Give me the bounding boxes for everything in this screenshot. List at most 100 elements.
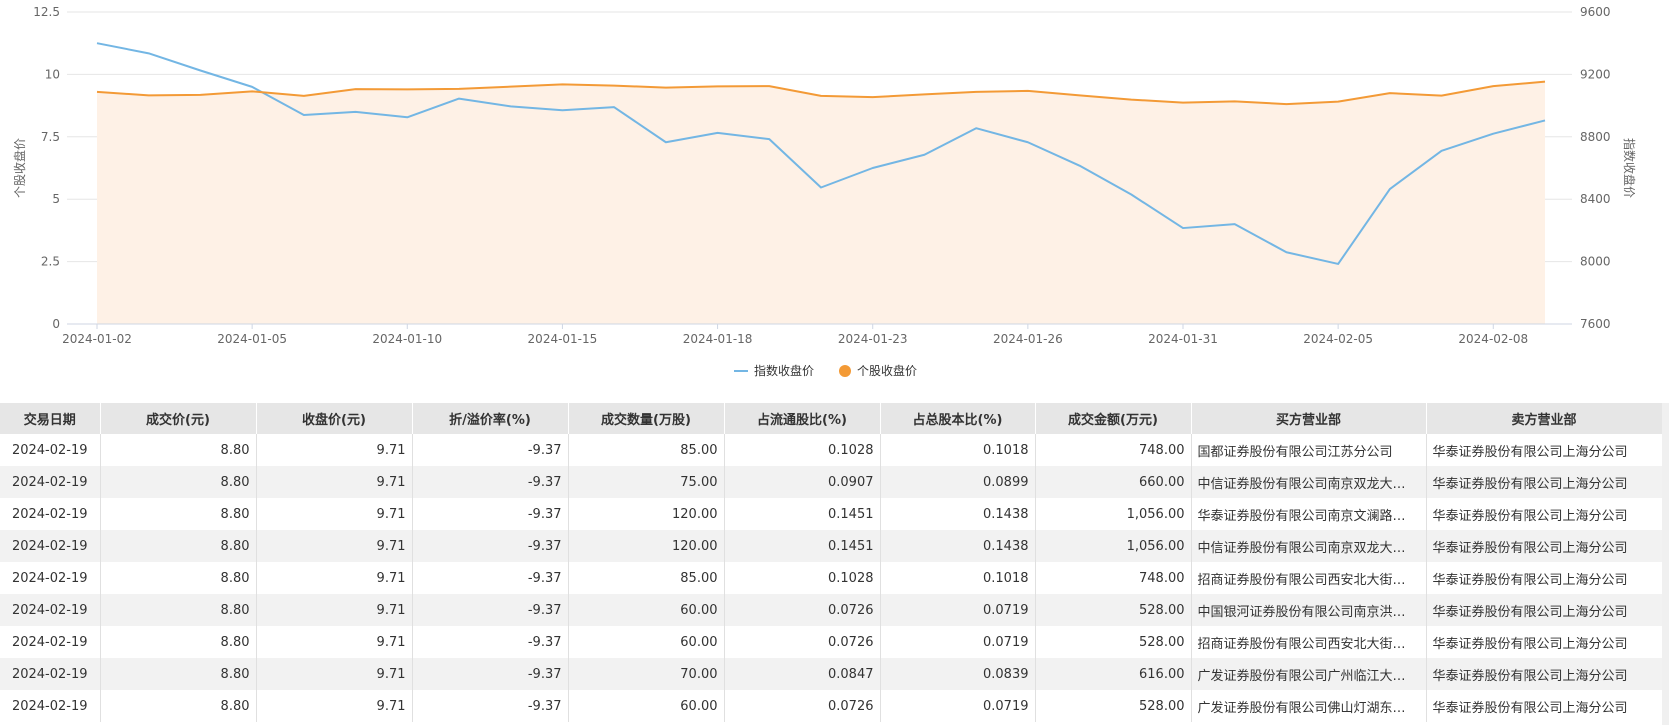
table-cell: 中国银河证券股份有限公司南京洪… [1191,594,1427,626]
column-header[interactable]: 占总股本比(%) [880,403,1036,434]
table-cell: 招商证券股份有限公司西安北大街… [1191,562,1427,594]
y-right-tick-label: 8800 [1580,130,1611,144]
table-row: 2024-02-19 8.80 9.71 -9.37 60.00 0.0726 0.0719… [0,626,1662,658]
table-cell: 8.80 [100,594,257,626]
table-cell: 0.0719 [880,626,1036,658]
table-cell: 8.80 [100,690,257,722]
table-cell: 0.0907 [724,466,881,498]
table-cell: 2024-02-19 [0,658,101,690]
table-row: 2024-02-19 8.80 9.71 -9.37 85.00 0.1028 0.1018… [0,434,1662,466]
table-cell: 70.00 [568,658,725,690]
table-cell: 中信证券股份有限公司南京双龙大… [1191,530,1427,562]
table-cell: 华泰证券股份有限公司上海分公司 [1426,690,1662,722]
table-cell: 660.00 [1035,466,1192,498]
table-row: 2024-02-19 8.80 9.71 -9.37 85.00 0.1028 0.1018… [0,562,1662,594]
table-cell: 0.0899 [880,466,1036,498]
table-cell: 0.0726 [724,690,881,722]
table-cell: 9.71 [256,658,413,690]
table-cell: 60.00 [568,690,725,722]
table-cell: 招商证券股份有限公司西安北大街… [1191,626,1427,658]
table-cell: 华泰证券股份有限公司上海分公司 [1426,434,1662,466]
column-header[interactable]: 占流通股比(%) [724,403,881,434]
table-row: 2024-02-19 8.80 9.71 -9.37 70.00 0.0847 0.0839… [0,658,1662,690]
series-lines [96,42,1546,265]
table-cell: 0.0726 [724,594,881,626]
table-cell: -9.37 [412,562,569,594]
column-header[interactable]: 买方营业部 [1191,403,1427,434]
table-cell: -9.37 [412,658,569,690]
table-cell: 8.80 [100,466,257,498]
x-tick-label: 2024-01-26 [993,332,1063,346]
y-left-tick-label: 10 [45,67,60,81]
legend-dot-marker [839,365,851,377]
line-chart: 0 7600 2.5 8000 5 8400 7.5 8800 10 9200 12.5 9600 20… [12,5,1637,378]
table-body: 2024-02-19 8.80 9.71 -9.37 85.00 0.1028 0.1018… [0,434,1662,722]
table-cell: 9.71 [256,466,413,498]
table-cell: -9.37 [412,498,569,530]
table-cell: 748.00 [1035,434,1192,466]
table-cell: 0.1451 [724,498,881,530]
table-cell: 广发证券股份有限公司佛山灯湖东… [1191,690,1427,722]
table-cell: 2024-02-19 [0,594,101,626]
column-header[interactable]: 卖方营业部 [1426,403,1662,434]
y-left-tick-label: 0 [52,317,60,331]
x-tick-label: 2024-01-05 [217,332,287,346]
table-cell: 9.71 [256,434,413,466]
legend[interactable]: 指数收盘价 个股收盘价 [734,363,917,378]
table-cell: 8.80 [100,498,257,530]
table-cell: 9.71 [256,562,413,594]
legend-label-index: 指数收盘价 [754,363,814,378]
x-tick-label: 2024-01-23 [838,332,908,346]
table-cell: 0.1451 [724,530,881,562]
table-cell: 60.00 [568,594,725,626]
data-table: 交易日期 成交价(元) 收盘价(元) 折/溢价率(%) 成交数量(万股) 占流通股比(%)… [0,403,1662,722]
x-tick-label: 2024-01-18 [683,332,753,346]
table-cell: 75.00 [568,466,725,498]
y-right-tick-label: 8000 [1580,255,1611,269]
table-cell: 8.80 [100,626,257,658]
table-cell: 748.00 [1035,562,1192,594]
x-tick-label: 2024-01-15 [528,332,598,346]
y-right-tick-label: 9200 [1580,67,1611,81]
column-header[interactable]: 交易日期 [0,403,101,434]
table-cell: 中信证券股份有限公司南京双龙大… [1191,466,1427,498]
x-tick-label: 2024-01-02 [62,332,132,346]
y-right-tick-label: 8400 [1580,192,1611,206]
table-cell: 120.00 [568,498,725,530]
table-cell: 0.1028 [724,562,881,594]
column-header[interactable]: 收盘价(元) [256,403,413,434]
y-right-axis-title: 指数收盘价 [1622,138,1637,198]
table-cell: 0.0719 [880,690,1036,722]
table-cell: 9.71 [256,626,413,658]
column-header[interactable]: 折/溢价率(%) [412,403,569,434]
table-cell: 120.00 [568,530,725,562]
table-row: 2024-02-19 8.80 9.71 -9.37 120.00 0.1451 0.143… [0,530,1662,562]
table-cell: 华泰证券股份有限公司上海分公司 [1426,626,1662,658]
table-cell: 8.80 [100,658,257,690]
table-cell: 8.80 [100,434,257,466]
x-tick-label: 2024-02-05 [1303,332,1373,346]
table-cell: 9.71 [256,690,413,722]
table-cell: -9.37 [412,626,569,658]
column-header[interactable]: 成交价(元) [100,403,257,434]
stock-close-line [96,80,1546,106]
table-cell: 8.80 [100,530,257,562]
column-header[interactable]: 成交数量(万股) [568,403,725,434]
table-cell: 528.00 [1035,626,1192,658]
block-trade-table: 交易日期 成交价(元) 收盘价(元) 折/溢价率(%) 成交数量(万股) 占流通股比(%)… [0,403,1662,725]
table-cell: 华泰证券股份有限公司上海分公司 [1426,658,1662,690]
table-cell: 0.1018 [880,562,1036,594]
chart-area: 0 7600 2.5 8000 5 8400 7.5 8800 10 9200 12.5 9600 20… [12,5,1637,378]
table-cell: 528.00 [1035,690,1192,722]
table-cell: 85.00 [568,434,725,466]
table-cell: 9.71 [256,594,413,626]
column-header[interactable]: 成交金额(万元) [1035,403,1192,434]
x-tick-label: 2024-01-31 [1148,332,1218,346]
y-left-tick-label: 12.5 [33,5,60,19]
table-row: 2024-02-19 8.80 9.71 -9.37 75.00 0.0907 0.0899… [0,466,1662,498]
table-cell: 广发证券股份有限公司广州临江大… [1191,658,1427,690]
table-cell: 国都证券股份有限公司江苏分公司 [1191,434,1427,466]
vertical-scrollbar[interactable] [1662,403,1669,725]
table-cell: 0.0839 [880,658,1036,690]
table-cell: 华泰证券股份有限公司上海分公司 [1426,594,1662,626]
